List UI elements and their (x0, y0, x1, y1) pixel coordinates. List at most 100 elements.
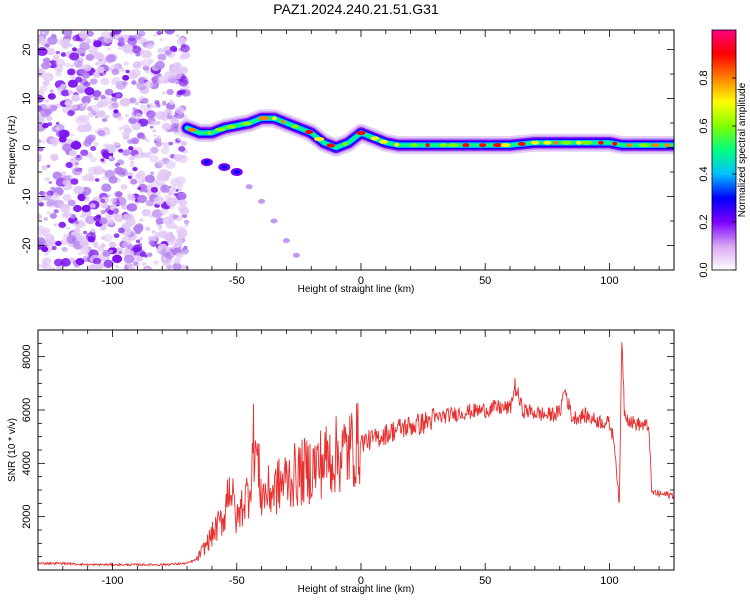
noise-blob (130, 161, 135, 165)
branch-point (270, 218, 278, 224)
noise-blob (175, 34, 180, 38)
noise-blob (153, 134, 157, 137)
ridge-hotspot (258, 116, 270, 121)
noise-blob (47, 93, 56, 100)
branch-point-core (233, 170, 240, 174)
x-tick-label: -50 (229, 275, 245, 287)
noise-blob (64, 62, 71, 68)
noise-blob (134, 173, 142, 179)
ridge-hotspot (281, 119, 286, 124)
noise-blob (85, 65, 91, 70)
noise-blob (172, 262, 182, 270)
noise-blob (51, 34, 57, 39)
noise-blob (118, 37, 125, 43)
noise-blob (182, 247, 186, 252)
noise-blob (141, 49, 152, 59)
noise-blob (164, 30, 175, 35)
noise-blob (38, 202, 44, 207)
noise-blob (103, 43, 107, 47)
x-tick-label: 0 (358, 575, 364, 587)
noise-blob (80, 149, 89, 156)
noise-blob (117, 46, 123, 50)
noise-blob (115, 196, 127, 206)
noise-blob (159, 208, 168, 215)
noise-blob (94, 244, 99, 249)
noise-blob (81, 123, 93, 132)
noise-blob (111, 97, 117, 102)
snr-panel: -100 -50 0 50 100 2000 4000 6000 8000 Height of … (7, 329, 675, 595)
noise-blob (144, 226, 151, 231)
noise-blob (100, 77, 110, 86)
noise-blob (67, 199, 76, 207)
noise-blob (66, 235, 77, 244)
noise-blob (103, 35, 113, 44)
noise-blob (81, 241, 90, 248)
noise-blob (60, 239, 69, 245)
noise-blob (93, 141, 99, 146)
noise-blob (124, 113, 130, 118)
ridge-hotspot (425, 143, 430, 148)
noise-blob (96, 66, 105, 74)
x-tick-label: 50 (479, 575, 491, 587)
noise-blob (159, 38, 164, 42)
noise-blob (67, 110, 75, 117)
noise-blob (154, 232, 160, 237)
noise-blob (94, 96, 99, 101)
noise-blob (38, 237, 46, 246)
noise-blob (122, 134, 130, 140)
noise-blob (113, 213, 120, 218)
noise-blob (158, 224, 162, 228)
ridge-hotspot (342, 142, 348, 146)
ridge-hotspot (576, 140, 582, 145)
noise-blob (61, 212, 69, 219)
noise-blob (135, 112, 143, 119)
noise-blob (123, 213, 131, 220)
noise-blob (141, 135, 147, 140)
noise-blobs (38, 30, 191, 270)
x-tick-label: 100 (600, 275, 618, 287)
noise-blob (136, 255, 144, 262)
noise-blob (80, 214, 86, 219)
noise-blob (40, 140, 45, 144)
noise-blob (61, 246, 68, 252)
noise-blob (134, 154, 139, 158)
noise-blob (68, 150, 77, 157)
noise-blob (60, 89, 70, 97)
noise-blob (58, 129, 70, 139)
noise-blob (153, 260, 159, 265)
noise-blob (60, 83, 66, 89)
spectrogram-ylabel: Frequency (Hz) (7, 116, 18, 185)
noise-blob (56, 87, 63, 92)
noise-blob (128, 146, 134, 151)
noise-blob (157, 75, 168, 84)
ridge-hotspot (439, 143, 448, 148)
snr-ticks: -100 -50 0 50 100 2000 4000 6000 8000 (21, 329, 674, 587)
ridge-hotspot (638, 143, 651, 148)
noise-blob (83, 81, 91, 88)
noise-blob (44, 108, 53, 115)
noise-blob (168, 141, 174, 146)
noise-blob (133, 62, 140, 68)
noise-blob (127, 193, 135, 201)
y-tick-label: 6000 (21, 398, 33, 422)
noise-blob (78, 252, 82, 256)
noise-blob (38, 225, 44, 231)
ridge-hotspot (225, 124, 237, 129)
noise-blob (81, 204, 91, 213)
snr-ylabel: SNR (10 * v/v) (7, 418, 18, 482)
noise-blob (115, 93, 122, 98)
noise-blob (71, 94, 80, 102)
noise-blob (141, 97, 149, 104)
noise-blob (117, 227, 125, 234)
noise-blob (139, 251, 147, 258)
noise-blob (47, 116, 53, 121)
noise-blob (75, 258, 85, 266)
noise-blob (122, 43, 133, 53)
noise-blob (126, 203, 138, 212)
noise-blob (38, 146, 44, 152)
noise-blob (49, 213, 58, 219)
noise-blob (123, 127, 132, 134)
noise-blob (55, 121, 60, 125)
noise-blob (70, 133, 74, 137)
noise-blob (161, 122, 172, 131)
